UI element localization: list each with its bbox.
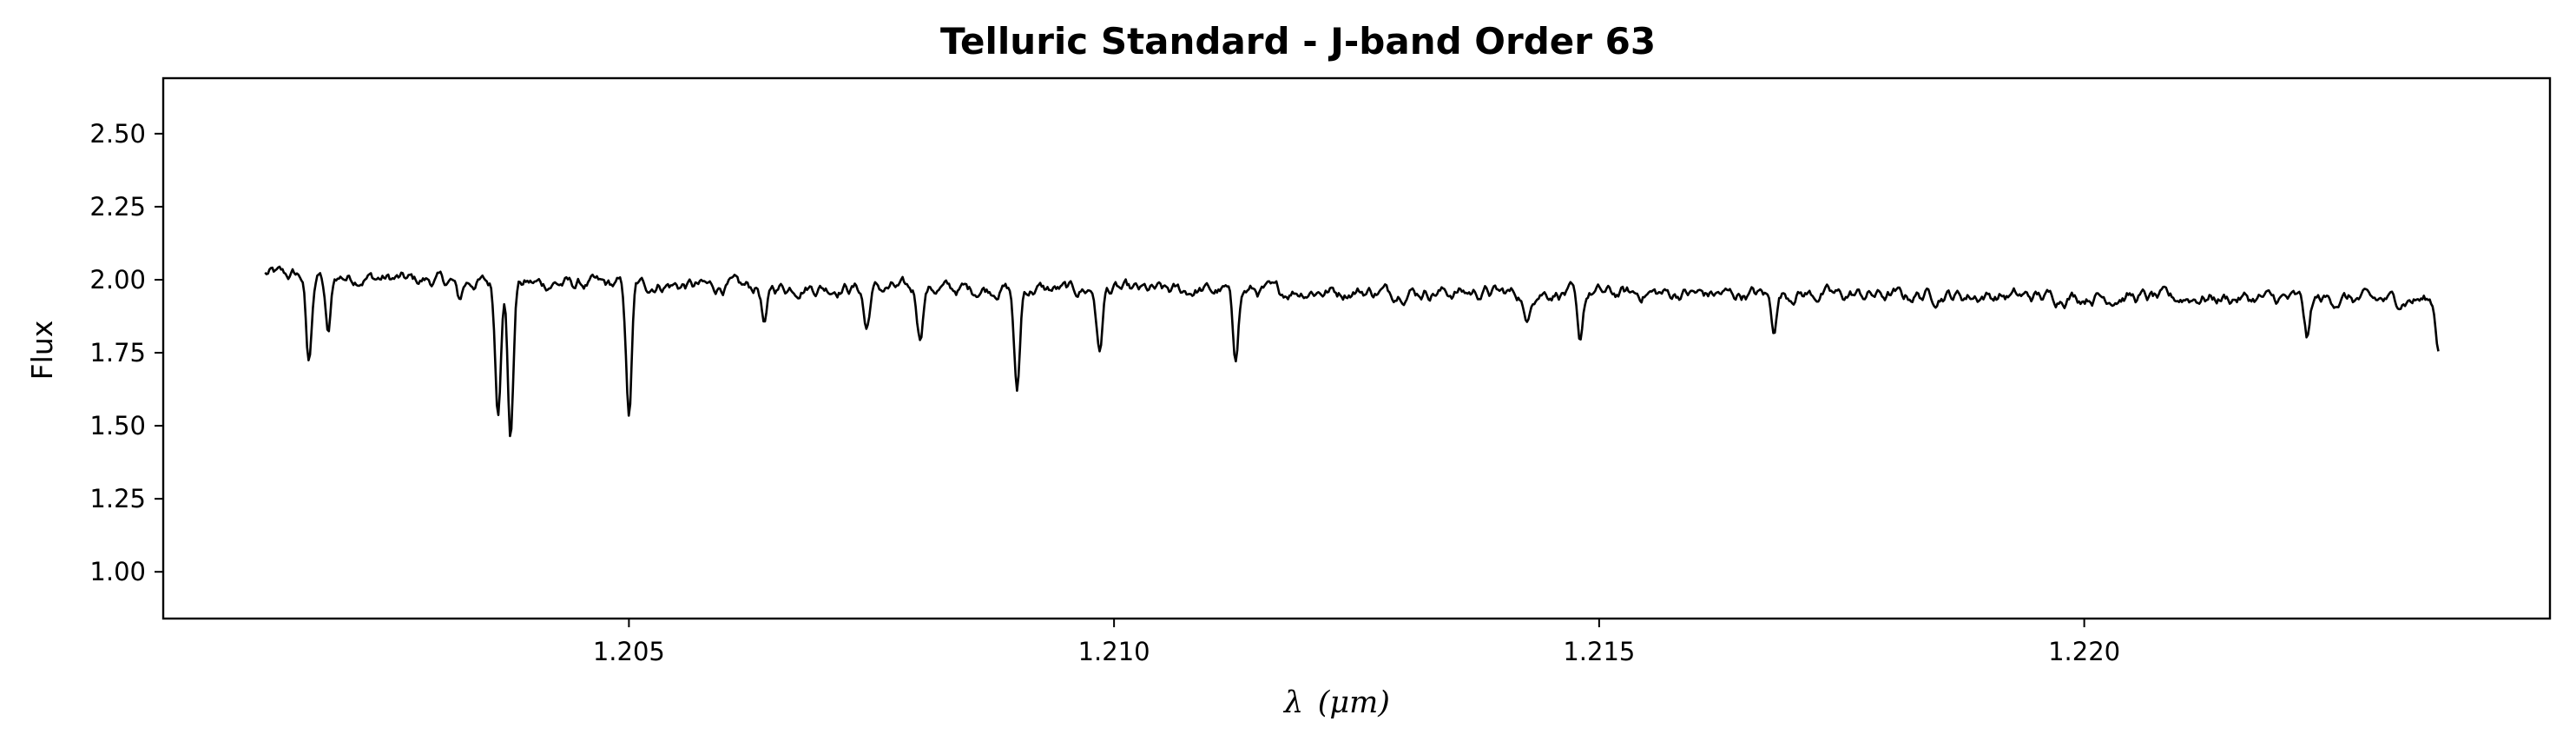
y-tick-label: 2.25: [89, 192, 146, 222]
x-axis-label-unit: (μm): [1318, 685, 1390, 720]
spectrum-line: [264, 265, 2440, 438]
y-axis-ticks: 1.00 1.25 1.50 1.75 2.00 2.25 2.50: [89, 119, 163, 586]
x-axis-ticks: 1.205 1.210 1.215 1.220: [593, 619, 2120, 666]
plot-frame: [161, 76, 2552, 620]
y-tick-label: 1.75: [89, 338, 146, 367]
y-tick-label: 2.50: [89, 119, 146, 149]
y-tick-label: 1.00: [89, 557, 146, 586]
x-axis-label: λ (μm): [1282, 685, 1390, 720]
y-tick-label: 1.50: [89, 411, 146, 440]
x-tick-label: 1.215: [1563, 637, 1635, 666]
y-tick-label: 2.00: [89, 265, 146, 295]
y-axis-label: Flux: [25, 321, 59, 381]
y-tick-label: 1.25: [89, 484, 146, 513]
x-tick-label: 1.220: [2048, 637, 2120, 666]
x-axis-label-symbol: λ: [1282, 685, 1303, 720]
x-tick-label: 1.205: [593, 637, 665, 666]
x-tick-label: 1.210: [1078, 637, 1150, 666]
chart-title: Telluric Standard - J-band Order 63: [940, 20, 1656, 63]
